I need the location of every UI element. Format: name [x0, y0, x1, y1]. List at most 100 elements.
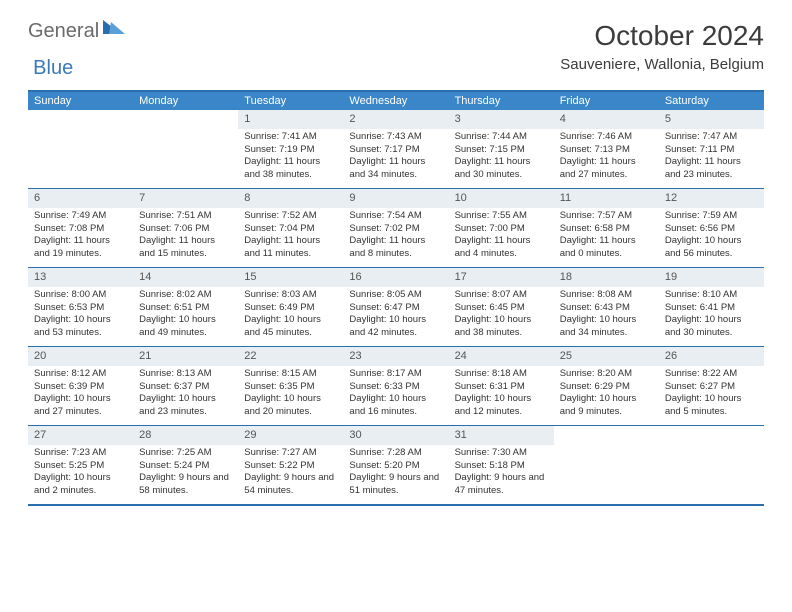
- day-details: Sunrise: 8:22 AMSunset: 6:27 PMDaylight:…: [659, 366, 764, 423]
- day-number: 7: [133, 189, 238, 208]
- daylight-text: Daylight: 9 hours and 51 minutes.: [349, 472, 442, 498]
- day-cell: 10Sunrise: 7:55 AMSunset: 7:00 PMDayligh…: [449, 189, 554, 267]
- sunrise-text: Sunrise: 7:41 AM: [244, 131, 337, 144]
- daylight-text: Daylight: 10 hours and 2 minutes.: [34, 472, 127, 498]
- day-cell: 28Sunrise: 7:25 AMSunset: 5:24 PMDayligh…: [133, 426, 238, 504]
- day-details: Sunrise: 7:43 AMSunset: 7:17 PMDaylight:…: [343, 129, 448, 186]
- daylight-text: Daylight: 11 hours and 8 minutes.: [349, 235, 442, 261]
- sunset-text: Sunset: 7:13 PM: [560, 144, 653, 157]
- daylight-text: Daylight: 10 hours and 56 minutes.: [665, 235, 758, 261]
- day-cell: 30Sunrise: 7:28 AMSunset: 5:20 PMDayligh…: [343, 426, 448, 504]
- sunset-text: Sunset: 5:25 PM: [34, 460, 127, 473]
- day-details: Sunrise: 7:41 AMSunset: 7:19 PMDaylight:…: [238, 129, 343, 186]
- sunrise-text: Sunrise: 7:49 AM: [34, 210, 127, 223]
- daylight-text: Daylight: 11 hours and 38 minutes.: [244, 156, 337, 182]
- day-details: Sunrise: 8:05 AMSunset: 6:47 PMDaylight:…: [343, 287, 448, 344]
- day-cell: 22Sunrise: 8:15 AMSunset: 6:35 PMDayligh…: [238, 347, 343, 425]
- sunset-text: Sunset: 6:51 PM: [139, 302, 232, 315]
- weekday-header: Thursday: [449, 92, 554, 110]
- day-number: 6: [28, 189, 133, 208]
- sunrise-text: Sunrise: 7:23 AM: [34, 447, 127, 460]
- sunrise-text: Sunrise: 7:27 AM: [244, 447, 337, 460]
- day-details: Sunrise: 7:28 AMSunset: 5:20 PMDaylight:…: [343, 445, 448, 502]
- sunrise-text: Sunrise: 8:13 AM: [139, 368, 232, 381]
- week-row: 20Sunrise: 8:12 AMSunset: 6:39 PMDayligh…: [28, 346, 764, 425]
- day-details: Sunrise: 8:00 AMSunset: 6:53 PMDaylight:…: [28, 287, 133, 344]
- day-details: Sunrise: 7:59 AMSunset: 6:56 PMDaylight:…: [659, 208, 764, 265]
- daylight-text: Daylight: 10 hours and 20 minutes.: [244, 393, 337, 419]
- day-number: 14: [133, 268, 238, 287]
- day-number: 9: [343, 189, 448, 208]
- brand-part2: Blue: [33, 57, 73, 80]
- daylight-text: Daylight: 11 hours and 23 minutes.: [665, 156, 758, 182]
- sunrise-text: Sunrise: 7:44 AM: [455, 131, 548, 144]
- day-number: 10: [449, 189, 554, 208]
- day-number: 16: [343, 268, 448, 287]
- week-row: 27Sunrise: 7:23 AMSunset: 5:25 PMDayligh…: [28, 425, 764, 504]
- day-details: Sunrise: 8:17 AMSunset: 6:33 PMDaylight:…: [343, 366, 448, 423]
- daylight-text: Daylight: 11 hours and 27 minutes.: [560, 156, 653, 182]
- weekday-header: Tuesday: [238, 92, 343, 110]
- brand-triangle-icon: [103, 18, 125, 39]
- daylight-text: Daylight: 11 hours and 34 minutes.: [349, 156, 442, 182]
- day-details: Sunrise: 7:55 AMSunset: 7:00 PMDaylight:…: [449, 208, 554, 265]
- day-details: Sunrise: 7:30 AMSunset: 5:18 PMDaylight:…: [449, 445, 554, 502]
- calendar-page: General October 2024 Sauveniere, Walloni…: [0, 0, 792, 526]
- daylight-text: Daylight: 10 hours and 53 minutes.: [34, 314, 127, 340]
- daylight-text: Daylight: 10 hours and 12 minutes.: [455, 393, 548, 419]
- sunset-text: Sunset: 7:15 PM: [455, 144, 548, 157]
- daylight-text: Daylight: 10 hours and 27 minutes.: [34, 393, 127, 419]
- sunrise-text: Sunrise: 7:57 AM: [560, 210, 653, 223]
- sunrise-text: Sunrise: 7:25 AM: [139, 447, 232, 460]
- daylight-text: Daylight: 11 hours and 0 minutes.: [560, 235, 653, 261]
- day-details: Sunrise: 8:20 AMSunset: 6:29 PMDaylight:…: [554, 366, 659, 423]
- sunrise-text: Sunrise: 7:52 AM: [244, 210, 337, 223]
- day-cell: 25Sunrise: 8:20 AMSunset: 6:29 PMDayligh…: [554, 347, 659, 425]
- day-cell: 29Sunrise: 7:27 AMSunset: 5:22 PMDayligh…: [238, 426, 343, 504]
- sunrise-text: Sunrise: 7:59 AM: [665, 210, 758, 223]
- weekday-header: Wednesday: [343, 92, 448, 110]
- sunset-text: Sunset: 5:22 PM: [244, 460, 337, 473]
- day-cell: 6Sunrise: 7:49 AMSunset: 7:08 PMDaylight…: [28, 189, 133, 267]
- day-cell: 18Sunrise: 8:08 AMSunset: 6:43 PMDayligh…: [554, 268, 659, 346]
- daylight-text: Daylight: 10 hours and 30 minutes.: [665, 314, 758, 340]
- sunset-text: Sunset: 6:35 PM: [244, 381, 337, 394]
- day-number: 12: [659, 189, 764, 208]
- sunset-text: Sunset: 6:29 PM: [560, 381, 653, 394]
- sunset-text: Sunset: 6:56 PM: [665, 223, 758, 236]
- day-number: 2: [343, 110, 448, 129]
- day-cell: 2Sunrise: 7:43 AMSunset: 7:17 PMDaylight…: [343, 110, 448, 188]
- daylight-text: Daylight: 10 hours and 34 minutes.: [560, 314, 653, 340]
- sunset-text: Sunset: 5:20 PM: [349, 460, 442, 473]
- day-cell: 13Sunrise: 8:00 AMSunset: 6:53 PMDayligh…: [28, 268, 133, 346]
- location-text: Sauveniere, Wallonia, Belgium: [560, 56, 764, 73]
- day-details: Sunrise: 8:08 AMSunset: 6:43 PMDaylight:…: [554, 287, 659, 344]
- daylight-text: Daylight: 11 hours and 19 minutes.: [34, 235, 127, 261]
- day-cell: 14Sunrise: 8:02 AMSunset: 6:51 PMDayligh…: [133, 268, 238, 346]
- sunset-text: Sunset: 6:43 PM: [560, 302, 653, 315]
- day-cell: [554, 426, 659, 504]
- day-cell: 1Sunrise: 7:41 AMSunset: 7:19 PMDaylight…: [238, 110, 343, 188]
- day-number: 21: [133, 347, 238, 366]
- daylight-text: Daylight: 11 hours and 30 minutes.: [455, 156, 548, 182]
- day-details: Sunrise: 8:02 AMSunset: 6:51 PMDaylight:…: [133, 287, 238, 344]
- daylight-text: Daylight: 10 hours and 42 minutes.: [349, 314, 442, 340]
- day-details: Sunrise: 7:54 AMSunset: 7:02 PMDaylight:…: [343, 208, 448, 265]
- day-number: 29: [238, 426, 343, 445]
- daylight-text: Daylight: 9 hours and 58 minutes.: [139, 472, 232, 498]
- day-details: Sunrise: 8:03 AMSunset: 6:49 PMDaylight:…: [238, 287, 343, 344]
- day-cell: 3Sunrise: 7:44 AMSunset: 7:15 PMDaylight…: [449, 110, 554, 188]
- day-details: Sunrise: 8:12 AMSunset: 6:39 PMDaylight:…: [28, 366, 133, 423]
- sunrise-text: Sunrise: 7:51 AM: [139, 210, 232, 223]
- sunrise-text: Sunrise: 8:15 AM: [244, 368, 337, 381]
- sunrise-text: Sunrise: 8:03 AM: [244, 289, 337, 302]
- day-cell: 7Sunrise: 7:51 AMSunset: 7:06 PMDaylight…: [133, 189, 238, 267]
- sunrise-text: Sunrise: 8:18 AM: [455, 368, 548, 381]
- weekday-header: Sunday: [28, 92, 133, 110]
- sunset-text: Sunset: 6:53 PM: [34, 302, 127, 315]
- day-cell: 23Sunrise: 8:17 AMSunset: 6:33 PMDayligh…: [343, 347, 448, 425]
- day-number: 30: [343, 426, 448, 445]
- day-details: Sunrise: 7:52 AMSunset: 7:04 PMDaylight:…: [238, 208, 343, 265]
- sunset-text: Sunset: 6:33 PM: [349, 381, 442, 394]
- day-number: 26: [659, 347, 764, 366]
